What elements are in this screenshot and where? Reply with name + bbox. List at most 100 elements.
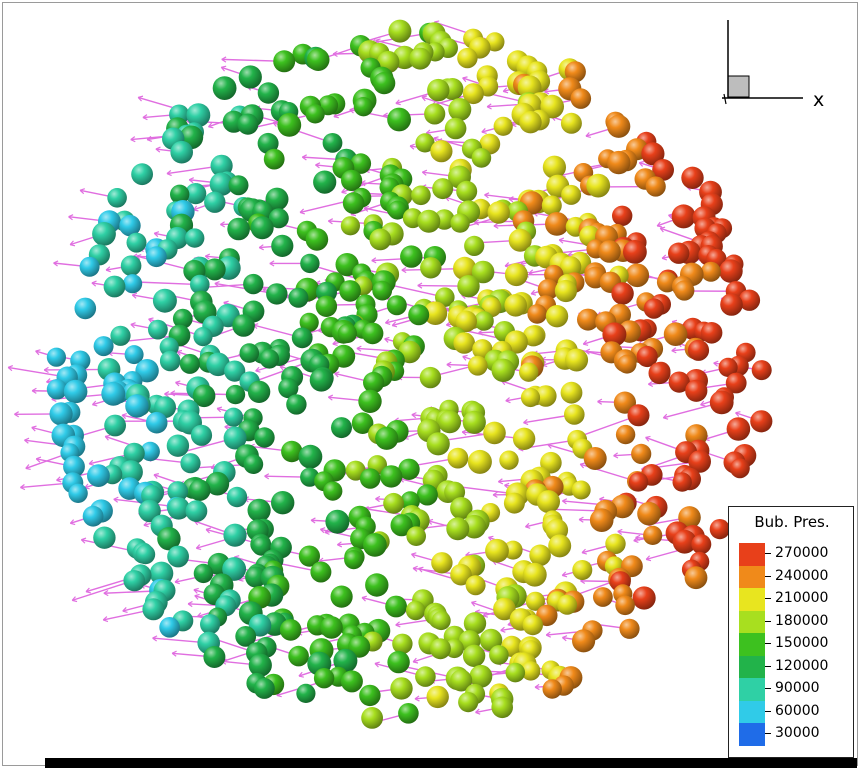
bubble [351, 412, 374, 435]
bubble [427, 78, 450, 102]
legend-tick [765, 665, 771, 667]
bubble [250, 216, 274, 240]
bubble [186, 103, 211, 127]
bubble [447, 447, 469, 469]
bubble [386, 295, 407, 316]
bubble [245, 566, 267, 588]
bubble [719, 259, 743, 283]
bubble [226, 486, 248, 508]
axis-origin-box [727, 75, 750, 98]
arrow-head [484, 192, 490, 199]
arrow-head [562, 498, 568, 505]
bubble [505, 662, 526, 683]
bubble [243, 273, 264, 295]
bubble [540, 451, 562, 474]
bubble [205, 471, 230, 496]
arrow-head [508, 196, 514, 203]
arrow-head [581, 548, 588, 555]
bubble [140, 441, 160, 462]
bubble [627, 404, 650, 427]
arrow-head [334, 371, 340, 378]
bubble [131, 163, 154, 186]
bubble [266, 283, 288, 305]
arrow-head [166, 169, 172, 177]
arrow-head [562, 635, 568, 642]
arrow-head [474, 219, 480, 226]
bubble [615, 595, 635, 616]
bubble [305, 104, 325, 124]
bubble [435, 287, 455, 308]
bubble [453, 256, 477, 281]
bubble [228, 175, 249, 196]
arrow-head [579, 462, 586, 469]
bubble [535, 385, 557, 407]
legend-title: Bub. Pres. [754, 513, 830, 531]
bubble [125, 394, 149, 418]
bubble [203, 258, 226, 281]
arrow-head [153, 231, 160, 238]
bubble [564, 61, 586, 83]
legend-label: 240000 [775, 567, 829, 584]
bubble [340, 670, 363, 693]
bubble [455, 310, 478, 333]
bubble [688, 450, 711, 473]
bubble [678, 506, 701, 529]
arrow-head [143, 521, 149, 528]
bubble [725, 372, 747, 394]
bottom-black-bar [45, 758, 857, 768]
bubble [291, 327, 313, 349]
bubble [491, 358, 515, 382]
bubble [138, 499, 161, 523]
arrow-head [421, 95, 428, 102]
bubble [333, 648, 358, 673]
arrow-head [220, 65, 227, 72]
bubble [193, 563, 214, 584]
bubble [625, 263, 650, 288]
bubble [671, 204, 696, 229]
bubble [46, 379, 68, 400]
bubble [605, 533, 626, 554]
arrow-head [578, 516, 584, 523]
bubble [224, 360, 246, 382]
bubble [247, 380, 271, 403]
bubble [493, 116, 513, 136]
bubble [467, 449, 492, 474]
arrow-head [153, 473, 159, 479]
bubble [522, 614, 543, 636]
arrow-head [102, 616, 109, 623]
arrow-head [486, 103, 492, 110]
arrow-head [395, 99, 401, 106]
arrow-head [585, 348, 591, 355]
arrow-head [500, 626, 506, 633]
bubble [281, 440, 303, 463]
arrow-head [662, 413, 669, 420]
bubble [405, 600, 426, 621]
arrow-head [264, 473, 270, 480]
arrow-head [255, 366, 261, 373]
bubble [485, 538, 509, 563]
bubble [631, 443, 652, 464]
arrow-head [656, 221, 663, 228]
bubble [342, 192, 365, 214]
arrow-head [671, 347, 677, 354]
arrow-head [561, 571, 568, 578]
bubble [46, 347, 66, 367]
arrow-head [361, 595, 367, 602]
bubble [700, 322, 723, 344]
bubble [373, 72, 396, 95]
bubble [167, 481, 189, 502]
arrow-head [401, 266, 407, 274]
bubble [408, 304, 430, 326]
bubble [166, 434, 190, 457]
bubble [537, 490, 560, 514]
bubble [504, 263, 528, 287]
bubble [257, 132, 279, 154]
arrow-head [35, 456, 42, 463]
bubble [350, 153, 372, 174]
bubble [641, 142, 665, 166]
bubble [299, 312, 319, 332]
bubble [203, 646, 226, 668]
legend-tick [765, 688, 771, 689]
bubble [652, 159, 674, 181]
bubble [462, 644, 486, 667]
